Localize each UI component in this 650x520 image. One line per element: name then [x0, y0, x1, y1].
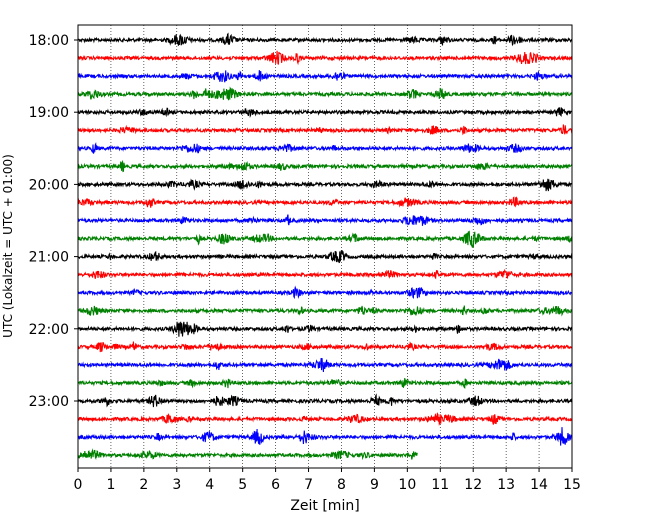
trace-row — [77, 341, 573, 353]
trace-row — [77, 268, 573, 280]
trace-row — [77, 250, 573, 264]
y-tick-label: 21:00 — [29, 250, 69, 266]
x-axis-title: Zeit [min] — [290, 498, 359, 514]
x-tick-label: 12 — [464, 477, 482, 493]
plot-frame — [77, 24, 573, 469]
trace-row — [77, 32, 573, 47]
x-tick-label: 1 — [106, 477, 115, 493]
trace-row — [77, 141, 573, 154]
x-tick-label: 15 — [563, 477, 581, 493]
trace-row — [77, 427, 573, 446]
trace-row — [77, 86, 573, 101]
trace-row — [77, 305, 573, 317]
y-axis-title: UTC (Lokalzeit = UTC + 01:00) — [1, 154, 15, 338]
x-tick-label: 2 — [139, 477, 148, 493]
x-tick-label: 10 — [398, 477, 416, 493]
x-tick-label: 13 — [497, 477, 515, 493]
trace-row — [77, 448, 418, 461]
trace-row — [77, 321, 573, 337]
trace-row — [77, 285, 573, 300]
x-tick-label: 11 — [431, 477, 449, 493]
y-tick-label: 23:00 — [29, 394, 69, 410]
trace-row — [77, 50, 573, 66]
trace-row — [77, 214, 573, 226]
trace-row — [77, 178, 573, 192]
trace-row — [77, 196, 573, 208]
y-axis: 18:00 19:00 20:00 21:00 22:00 23:00 — [29, 33, 78, 410]
x-tick-label: 9 — [370, 477, 379, 493]
trace-row — [77, 159, 573, 173]
trace-row — [77, 124, 573, 136]
y-tick-label: 22:00 — [29, 322, 69, 338]
x-tick-label: 7 — [304, 477, 313, 493]
y-tick-label: 19:00 — [29, 105, 69, 121]
y-tick-label: 18:00 — [29, 33, 69, 49]
trace-row — [77, 393, 573, 408]
trace-row — [77, 106, 573, 118]
y-tick-label: 20:00 — [29, 177, 69, 193]
trace-row — [77, 378, 573, 389]
trace-row — [77, 412, 573, 427]
x-tick-label: 3 — [172, 477, 181, 493]
x-tick-label: 0 — [74, 477, 83, 493]
trace-layer — [77, 32, 573, 461]
x-tick-label: 6 — [271, 477, 280, 493]
x-tick-label: 5 — [238, 477, 247, 493]
trace-row — [77, 358, 573, 373]
x-axis: 0 1 2 3 4 5 6 7 8 9 10 11 12 13 14 15 — [74, 468, 581, 493]
trace-row — [77, 70, 573, 83]
grid-lines — [110, 25, 540, 468]
x-tick-label: 4 — [205, 477, 214, 493]
x-tick-label: 8 — [337, 477, 346, 493]
trace-row — [77, 230, 573, 248]
x-tick-label: 14 — [530, 477, 548, 493]
